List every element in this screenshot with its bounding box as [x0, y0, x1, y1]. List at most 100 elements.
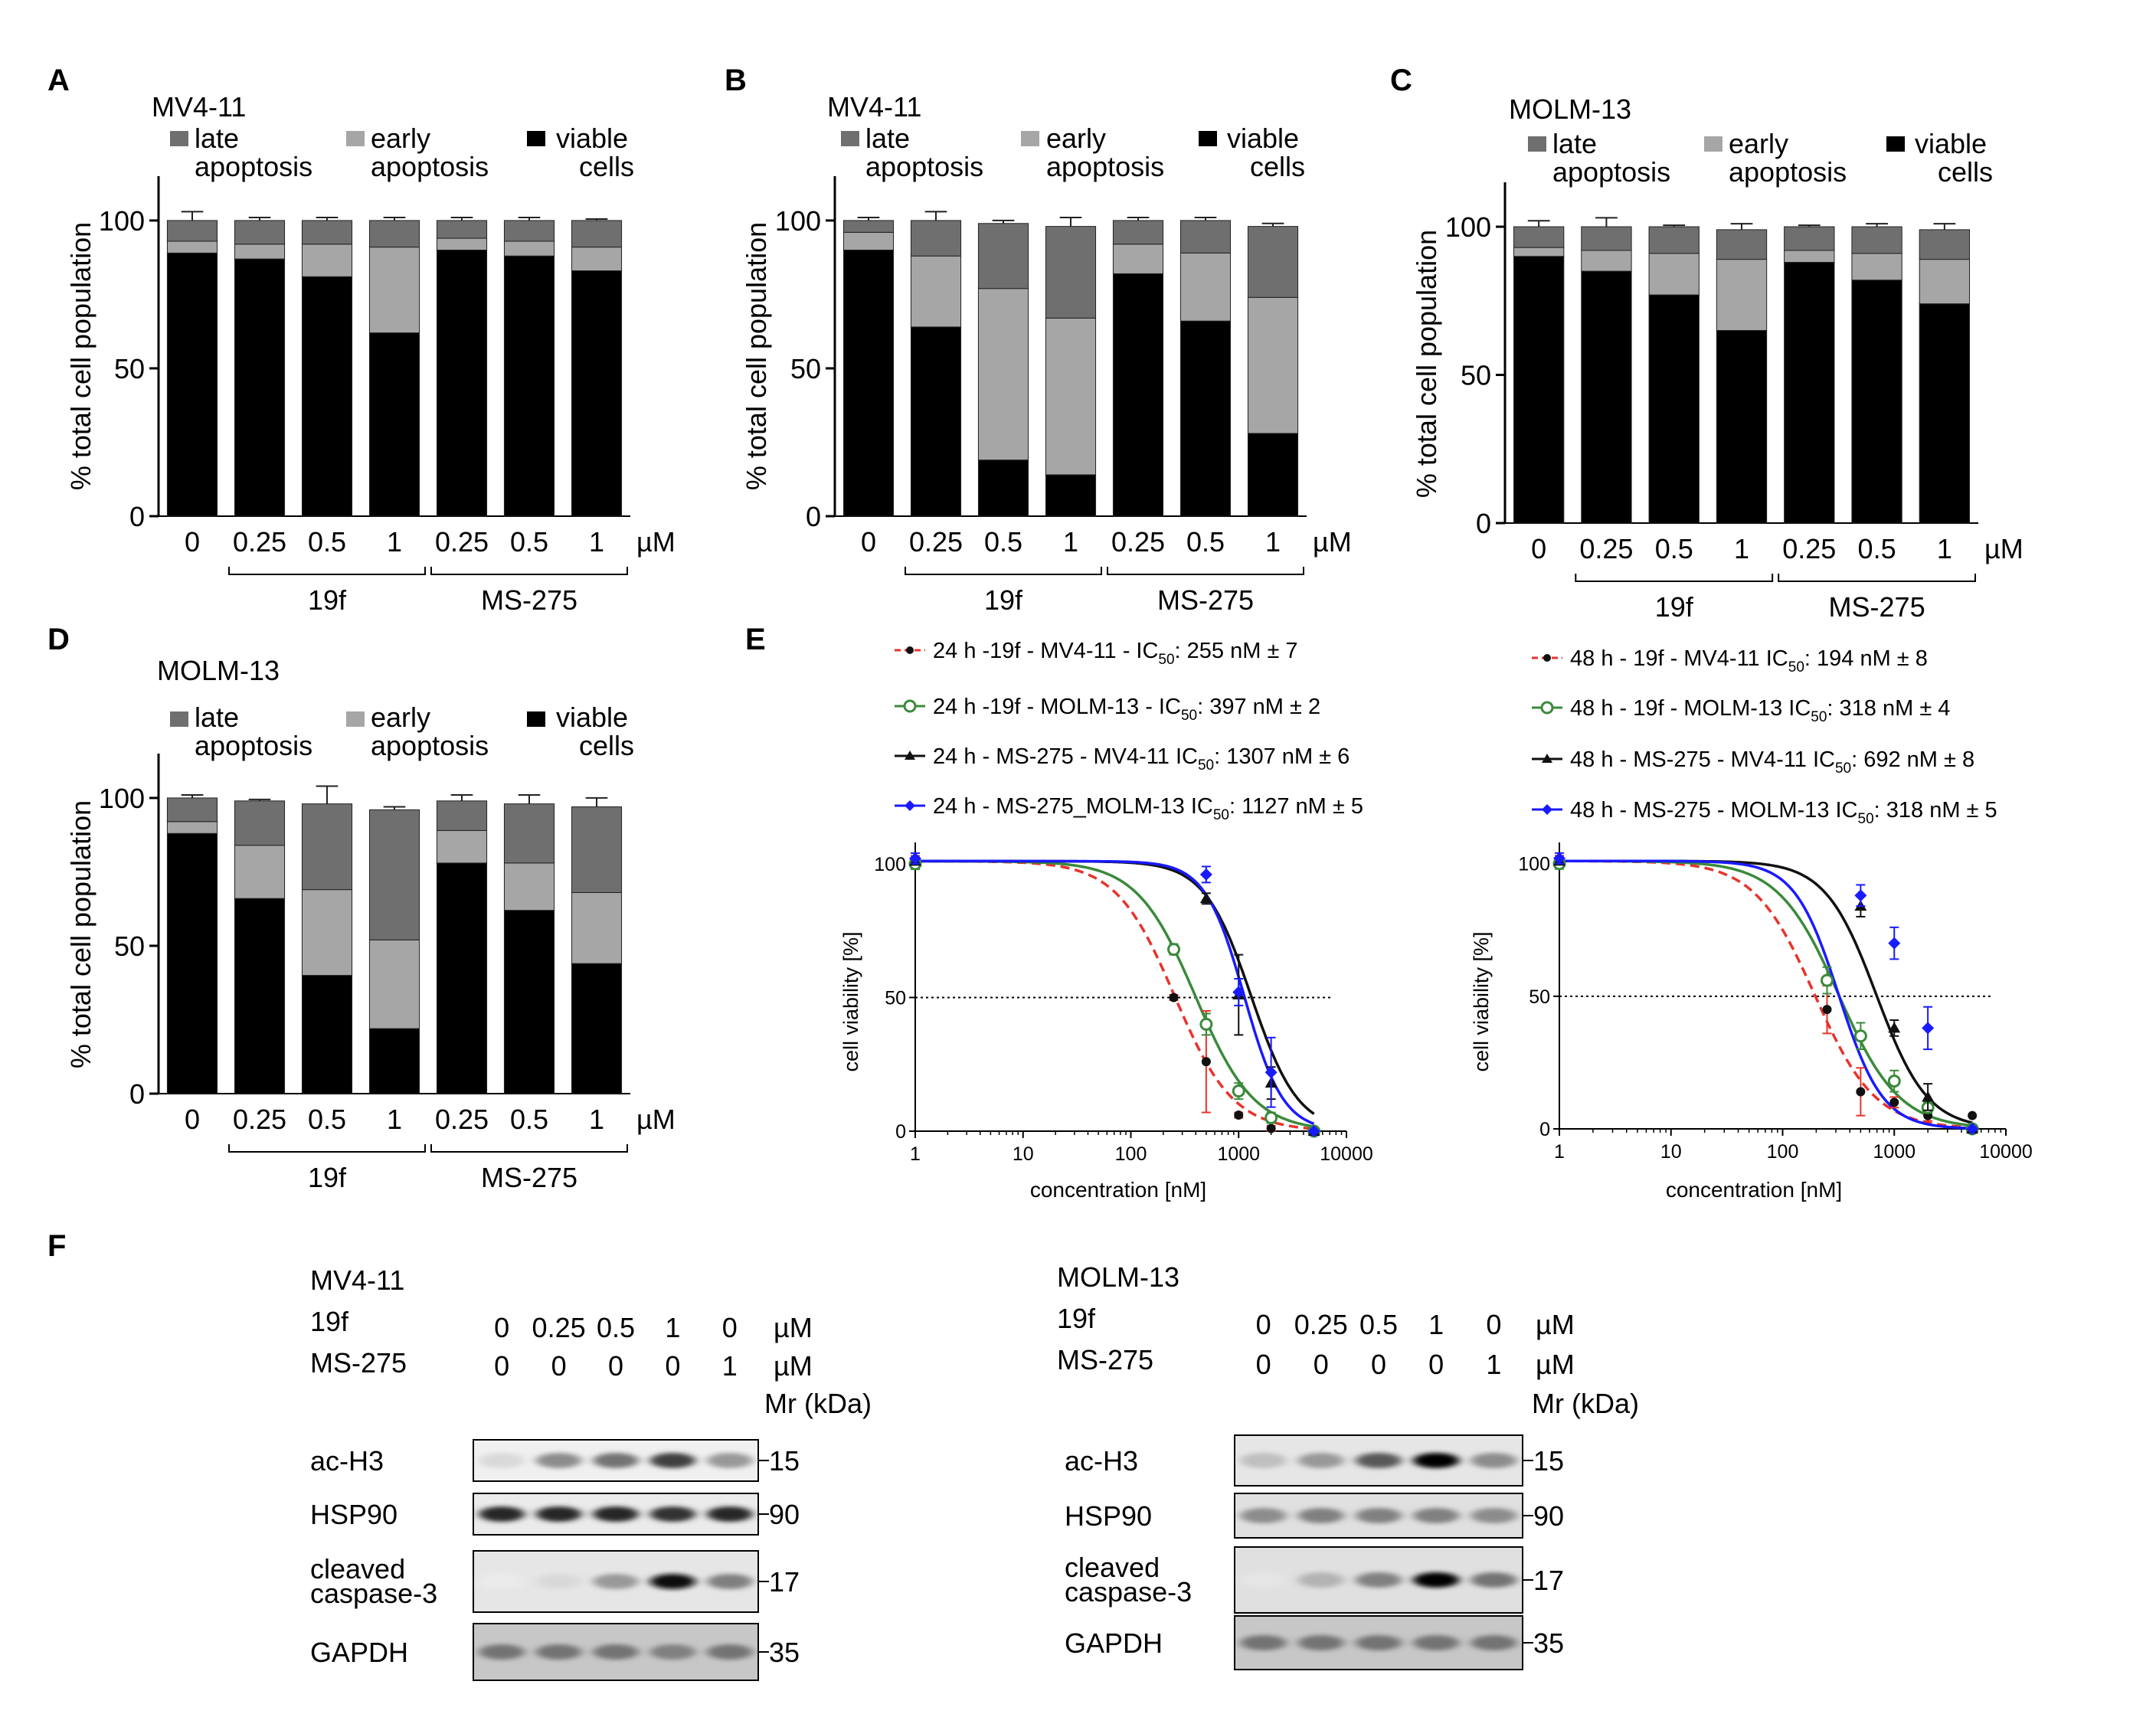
- lane-dose-ms275: 1: [1486, 1349, 1501, 1380]
- chart-title: MOLM-13: [157, 655, 280, 686]
- x-tick-label: 0.5: [1186, 526, 1225, 558]
- blot-mr-label: Mr (kDa): [764, 1388, 872, 1419]
- bar-segment: [1045, 474, 1097, 517]
- blot-band: [1355, 1453, 1402, 1468]
- blot-band: [707, 1574, 753, 1589]
- y-tick-label: 0: [1539, 1119, 1550, 1140]
- blot-band: [479, 1453, 525, 1468]
- data-point: [909, 852, 921, 865]
- legend-label: early: [1046, 123, 1106, 154]
- bar-segment: [234, 800, 286, 846]
- x-tick-label: 0: [861, 526, 876, 558]
- molecular-weight-label: 17: [769, 1566, 800, 1598]
- blot-band: [535, 1574, 582, 1589]
- legend-label: 48 h - 19f - MV4-11 IC50: 194 nM ± 8: [1570, 646, 1928, 675]
- bar-segment: [436, 237, 488, 251]
- blot-row1-unit: µM: [774, 1312, 813, 1343]
- legend-marker: [1542, 804, 1552, 815]
- legend-swatch-early: [346, 131, 365, 146]
- legend-swatch-viable: [1199, 131, 1217, 146]
- bar-segment: [503, 862, 555, 911]
- blot-band: [1413, 1572, 1460, 1588]
- bar-segment: [1716, 329, 1768, 524]
- lane-dose-19f: 0: [494, 1312, 509, 1343]
- bar-segment: [234, 845, 286, 899]
- blot-cell-line: MV4-11: [310, 1264, 404, 1296]
- x-tick-label: 0.5: [984, 526, 1022, 558]
- bar-segment: [1716, 229, 1768, 260]
- group-bracket: [1107, 567, 1304, 575]
- blot-band: [535, 1506, 582, 1522]
- bar-segment: [234, 220, 286, 245]
- bar-segment: [1112, 220, 1164, 245]
- y-axis-label: % total cell population: [1411, 230, 1442, 498]
- bar-segment: [1247, 433, 1299, 517]
- blot-band: [1297, 1635, 1344, 1650]
- bar-segment: [166, 240, 218, 253]
- band-label: ac-H3: [310, 1445, 384, 1477]
- blot-cell-line: MOLM-13: [1057, 1261, 1179, 1293]
- group-bracket: [1778, 574, 1976, 582]
- blot-band: [1297, 1453, 1344, 1468]
- x-tick-label: 1: [589, 1104, 604, 1135]
- legend-label: 24 h -19f - MOLM-13 - IC50: 397 nM ± 2: [933, 695, 1320, 724]
- group-label: MS-275: [481, 584, 577, 616]
- x-tick-label: 0.25: [1111, 526, 1165, 558]
- fit-curve: [915, 859, 1315, 1115]
- x-tick-label: 0.5: [308, 526, 346, 558]
- blot-row2-label: MS-275: [1057, 1344, 1153, 1375]
- legend-label: apoptosis: [371, 730, 489, 761]
- y-axis-label: % total cell population: [65, 222, 97, 490]
- legend-label: apoptosis: [865, 151, 983, 182]
- legend-entry: 48 h - 19f - MV4-11 IC50: 194 nM ± 8: [1532, 646, 1928, 675]
- molecular-weight-label: 90: [1533, 1500, 1564, 1532]
- blot-band: [1240, 1508, 1287, 1523]
- bar-segment: [1179, 220, 1232, 253]
- group-bracket: [228, 1144, 426, 1153]
- y-tick-label: 50: [114, 931, 145, 962]
- lane-dose-19f: 1: [665, 1312, 680, 1343]
- x-tick-label: 0.5: [1655, 533, 1693, 564]
- blot-band: [649, 1574, 696, 1589]
- bar-segment: [436, 862, 488, 1094]
- molecular-weight-label: 15: [769, 1445, 800, 1477]
- legend-label: apoptosis: [1552, 156, 1670, 188]
- bar-segment: [234, 244, 286, 260]
- lane-dose-19f: 0.5: [597, 1312, 635, 1343]
- data-point: [1264, 1111, 1278, 1125]
- legend: late apoptosis early apoptosis viable ce…: [1528, 128, 1993, 188]
- x-tick-label: 0.25: [1579, 533, 1633, 564]
- legend-label: cells: [579, 151, 634, 182]
- bar-segment: [301, 244, 353, 277]
- blot-band: [649, 1506, 696, 1522]
- x-tick-label: 0.5: [308, 1104, 346, 1135]
- bar-segment: [571, 891, 623, 964]
- lane-dose-ms275: 0: [1371, 1349, 1386, 1380]
- bar-segment: [368, 939, 420, 1029]
- panel-b-chart: MV4-11 late apoptosis early apoptosis vi…: [741, 91, 1352, 616]
- blot-band: [535, 1644, 582, 1660]
- panel-e-right-chart: cell viability [%] concentration [nM] 0 5…: [1470, 842, 2033, 1202]
- bar-segment: [977, 288, 1029, 461]
- bar-segment: [1851, 280, 1902, 524]
- blot-molm-13: MOLM-13 19f MS-275 Mr (kDa) µM µM 0 0.25 0…: [1057, 1261, 1639, 1670]
- legend-entry: 48 h - MS-275 - MOLM-13 IC50: 318 nM ± 5: [1532, 798, 1997, 827]
- blot-band: [1297, 1508, 1344, 1523]
- group-label: MS-275: [1157, 584, 1254, 616]
- legend-label: apoptosis: [371, 151, 489, 182]
- fit-curve: [915, 859, 1314, 1128]
- bar-segment: [503, 803, 555, 864]
- x-tick-label: 1: [387, 526, 402, 558]
- legend-swatch-viable: [527, 131, 545, 146]
- blot-band: [1413, 1453, 1460, 1468]
- data-point: [1822, 1005, 1832, 1015]
- panel-e-left-chart: cell viability [%] concentration [nM] 0 5…: [839, 842, 1373, 1202]
- legend-label: early: [371, 123, 430, 154]
- legend-swatch-late: [170, 711, 188, 727]
- fit-curve: [1559, 859, 1973, 1124]
- data-point: [1888, 937, 1901, 950]
- y-tick-label: 100: [1518, 854, 1550, 875]
- group-bracket: [905, 567, 1102, 575]
- legend-marker: [1540, 701, 1554, 715]
- bar-segment: [1247, 226, 1299, 298]
